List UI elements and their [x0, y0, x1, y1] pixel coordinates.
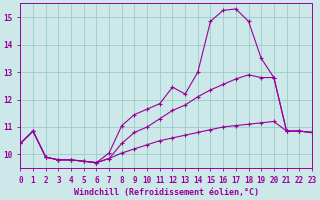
X-axis label: Windchill (Refroidissement éolien,°C): Windchill (Refroidissement éolien,°C)	[74, 188, 259, 197]
